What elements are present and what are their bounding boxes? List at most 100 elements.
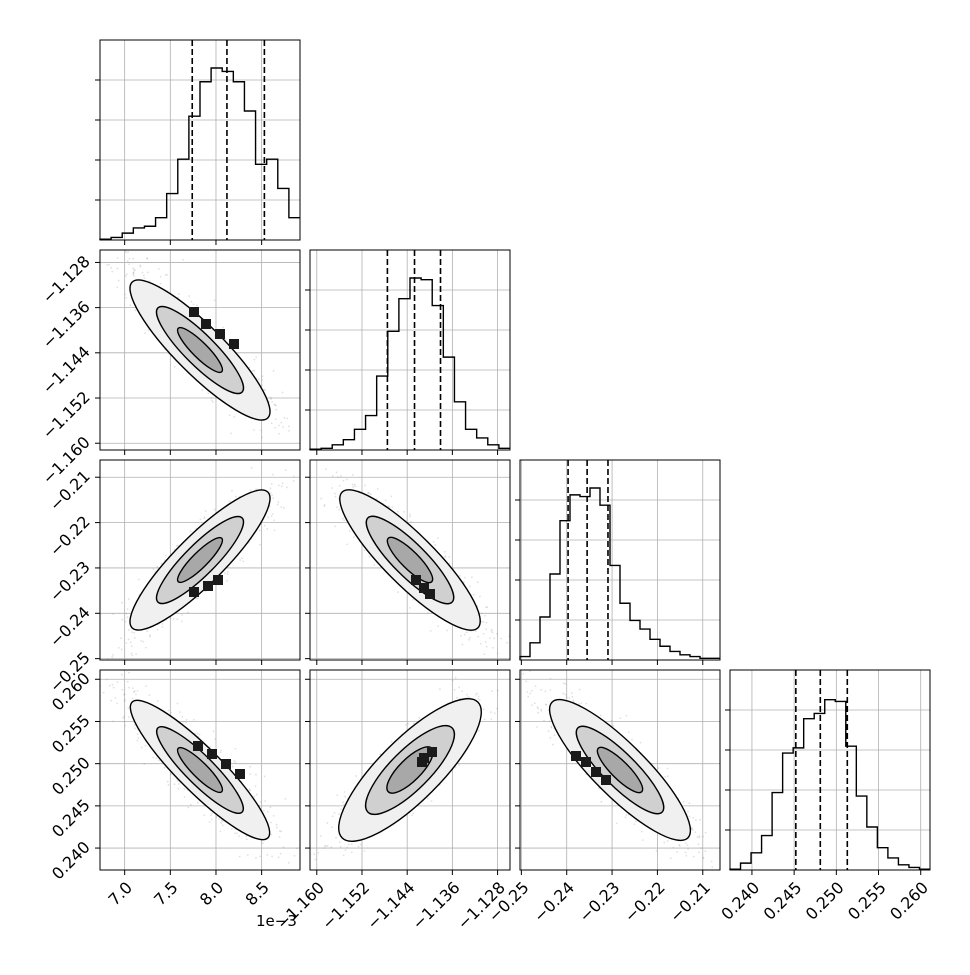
scatter-point [238,835,240,837]
scatter-point [177,780,179,782]
scatter-point [178,293,180,295]
scatter-point [285,798,287,800]
scatter-point [282,392,284,394]
scatter-point [461,690,463,692]
scatter-point [196,304,198,306]
scatter-point [685,855,687,857]
scatter-point [249,788,251,790]
scatter-point [220,822,222,824]
scatter-point [513,666,515,668]
scatter-point [342,518,344,520]
scatter-point [278,425,280,427]
scatter-point [117,257,119,259]
scatter-point [143,277,145,279]
scatter-point [305,878,307,880]
scatter-point [369,493,371,495]
scatter-point [274,529,276,531]
scatter-point [364,850,366,852]
density-peak-cell [189,307,199,317]
scatter-point [485,628,487,630]
scatter-point [492,632,494,634]
scatter-point [190,301,192,303]
density-peak-cell [203,581,213,591]
scatter-point [177,703,179,705]
density-peak-cell [235,769,245,779]
scatter-point [275,405,277,407]
scatter-point [364,485,366,487]
scatter-point [427,798,429,800]
scatter-point [272,513,274,515]
scatter-point [149,634,151,636]
scatter-point [127,707,129,709]
scatter-point [431,800,433,802]
scatter-point [462,644,464,646]
scatter-point [181,716,183,718]
scatter-point [118,647,120,649]
scatter-point [279,836,281,838]
scatter-point [152,568,154,570]
scatter-point [281,506,283,508]
scatter-point [344,849,346,851]
scatter-point [267,516,269,518]
scatter-point [317,852,319,854]
scatter-point [676,851,678,853]
scatter-point [145,685,147,687]
scatter-point [179,711,181,713]
scatter-point [332,815,334,817]
scatter-point [127,608,129,610]
scatter-point [418,717,420,719]
scatter-point [110,700,112,702]
scatter-point [338,813,340,815]
scatter-point [170,773,172,775]
scatter-point [143,641,145,643]
scatter-point [397,591,399,593]
scatter-point [335,871,337,873]
scatter-point [123,716,125,718]
scatter-point [385,499,387,501]
scatter-point [263,810,265,812]
scatter-point [433,541,435,543]
scatter-point [563,682,565,684]
scatter-point [116,667,118,669]
scatter-point [407,723,409,725]
scatter-point [355,775,357,777]
scatter-point [490,718,492,720]
scatter-point [272,474,274,476]
scatter-point [314,859,316,861]
scatter-point [550,737,552,739]
scatter-point [266,854,268,856]
scatter-point [209,746,211,748]
scatter-point [496,633,498,635]
scatter-point [209,821,211,823]
scatter-point [307,842,309,844]
scatter-point [140,640,142,642]
scatter-point [410,521,412,523]
scatter-point [271,483,273,485]
scatter-point [259,530,261,532]
scatter-point [121,674,123,676]
scatter-point [133,271,135,273]
scatter-point [160,283,162,285]
scatter-point [278,433,280,435]
scatter-point [197,598,199,600]
scatter-point [162,623,164,625]
scatter-point [108,264,110,266]
scatter-point [405,724,407,726]
scatter-point [302,842,304,844]
scatter-point [525,680,527,682]
scatter-point [458,686,460,688]
scatter-point [262,842,264,844]
scatter-point [270,397,272,399]
scatter-point [123,721,125,723]
scatter-point [259,544,261,546]
scatter-point [285,469,287,471]
scatter-point [458,764,460,766]
scatter-point [330,846,332,848]
scatter-point [227,571,229,573]
scatter-point [161,626,163,628]
scatter-point [491,629,493,631]
scatter-point [258,378,260,380]
scatter-point [128,687,130,689]
scatter-point [116,703,118,705]
scatter-point [403,511,405,513]
